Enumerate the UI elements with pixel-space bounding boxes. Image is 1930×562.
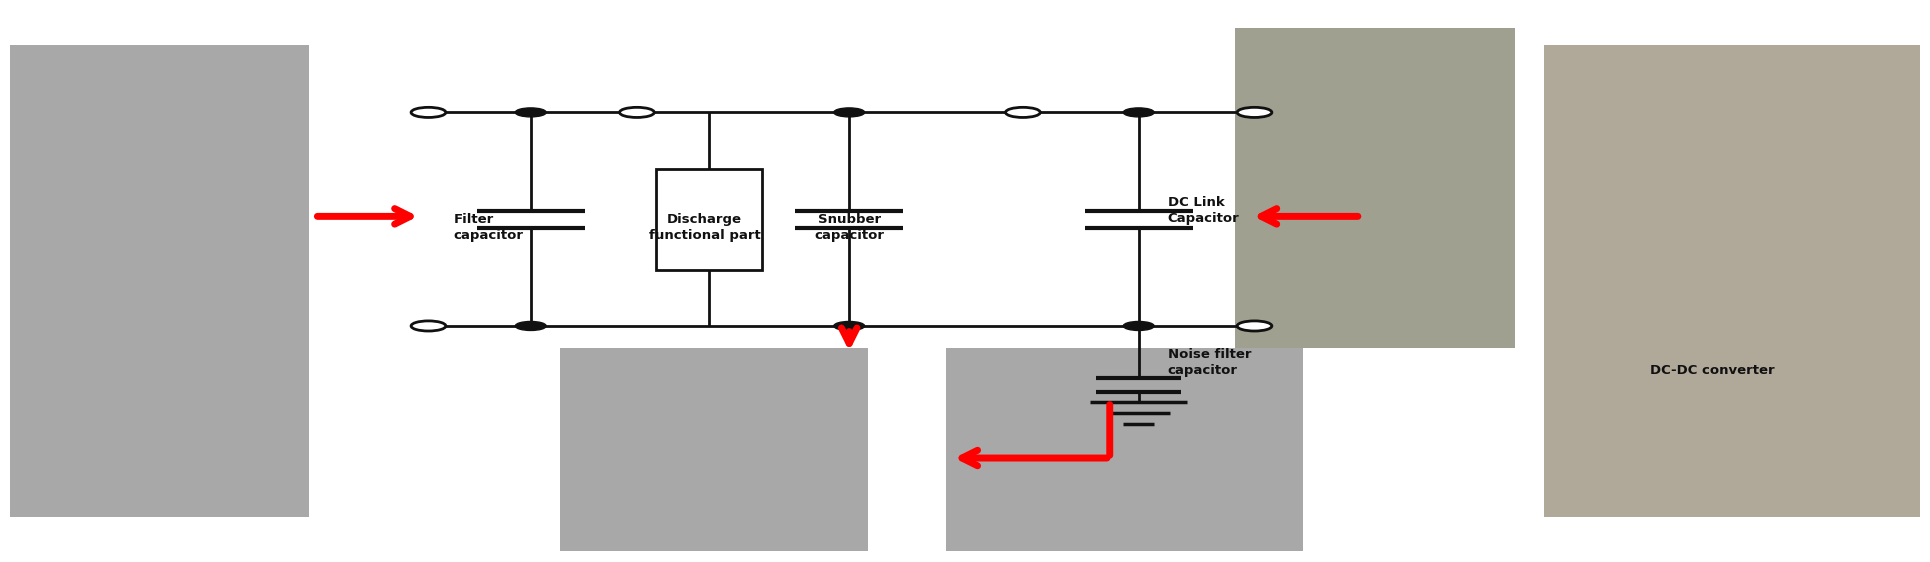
FancyBboxPatch shape <box>560 348 868 551</box>
Circle shape <box>515 108 546 117</box>
Circle shape <box>834 108 865 117</box>
Text: Noise filter
capacitor: Noise filter capacitor <box>1168 348 1251 377</box>
Circle shape <box>834 321 865 330</box>
Text: Snubber
capacitor: Snubber capacitor <box>814 213 884 242</box>
Text: DC Link
Capacitor: DC Link Capacitor <box>1168 196 1239 225</box>
Circle shape <box>620 107 654 117</box>
Circle shape <box>411 107 446 117</box>
Circle shape <box>1237 321 1272 331</box>
Text: Filter
capacitor: Filter capacitor <box>454 213 523 242</box>
FancyBboxPatch shape <box>946 348 1303 551</box>
FancyBboxPatch shape <box>656 169 762 270</box>
Circle shape <box>1123 108 1154 117</box>
FancyBboxPatch shape <box>1544 45 1920 517</box>
Circle shape <box>1123 321 1154 330</box>
Circle shape <box>411 321 446 331</box>
FancyBboxPatch shape <box>10 45 309 517</box>
Text: Discharge
functional part: Discharge functional part <box>648 213 760 242</box>
Circle shape <box>515 321 546 330</box>
Text: DC-DC converter: DC-DC converter <box>1650 364 1776 378</box>
FancyBboxPatch shape <box>1235 28 1515 348</box>
Circle shape <box>1237 107 1272 117</box>
Circle shape <box>1006 107 1040 117</box>
